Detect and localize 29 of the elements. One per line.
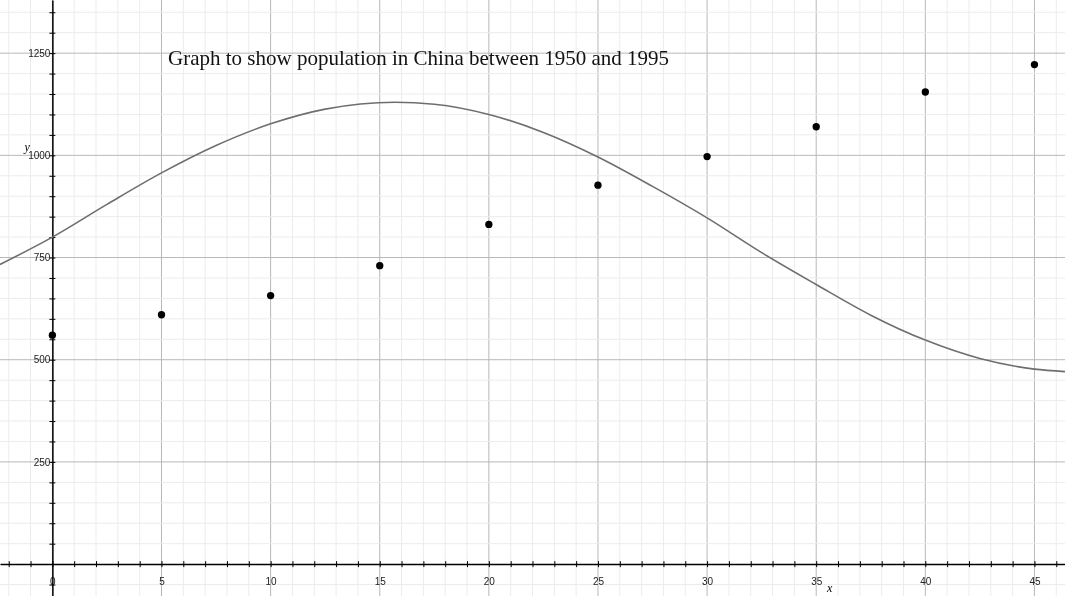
y-tick-label: 1000	[28, 150, 51, 162]
point	[703, 152, 711, 161]
x-tick-label: 0	[50, 576, 57, 588]
point	[376, 262, 384, 270]
text: Graph to show population in China between 1950 and 1995	[168, 46, 670, 71]
x-axis-title: x	[826, 581, 834, 596]
point	[266, 291, 275, 300]
x-tick-label: 10	[265, 576, 278, 588]
line-series	[0, 101, 1065, 373]
point	[48, 331, 57, 339]
point	[921, 88, 929, 96]
x-tick-label: 25	[592, 576, 605, 588]
y-tick-label: 500	[33, 354, 51, 366]
y-tick-label: 250	[33, 456, 51, 468]
point	[594, 181, 602, 189]
y-axis-title: y	[23, 140, 31, 155]
point	[812, 123, 820, 131]
y-tick-label: 750	[33, 252, 51, 264]
x-tick-label: 30	[702, 576, 714, 588]
point	[157, 311, 166, 319]
y-tick-label: 1250	[28, 47, 51, 59]
x-tick-label: 15	[374, 576, 387, 588]
x-tick-label: 45	[1029, 576, 1041, 588]
x-tick-label: 40	[920, 576, 932, 588]
x-tick-label: 20	[483, 576, 496, 588]
point	[1030, 60, 1039, 69]
x-tick-label: 35	[811, 576, 823, 588]
x-tick-label: 5	[159, 576, 166, 588]
point	[485, 220, 493, 229]
